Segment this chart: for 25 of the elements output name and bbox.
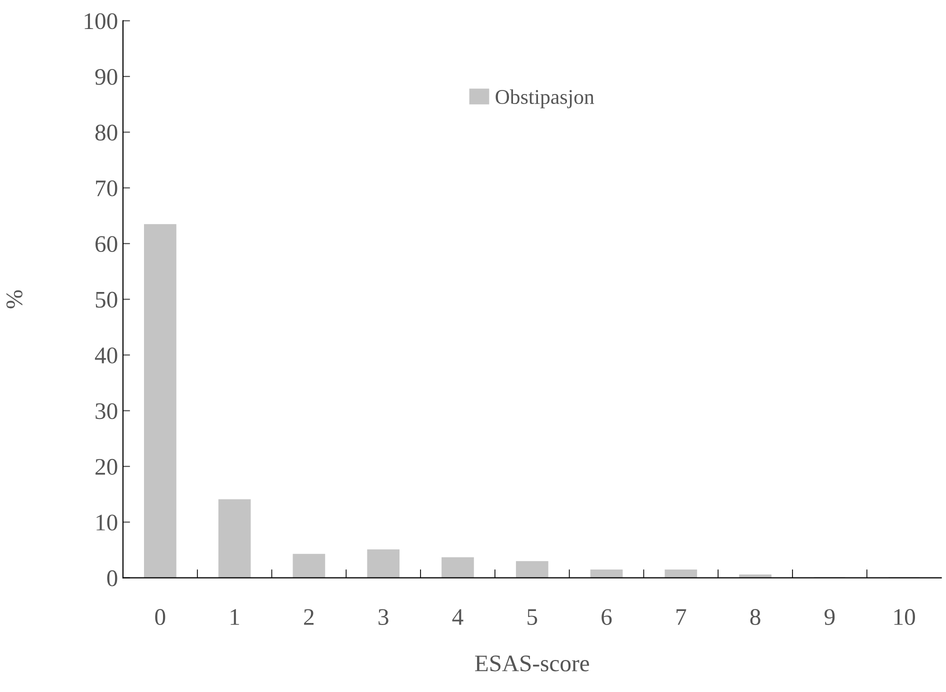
x-tick-label: 5: [528, 609, 538, 625]
y-tick-label: 0: [107, 570, 118, 586]
x-axis-title: ESAS-score: [475, 656, 590, 672]
x-tick-label: 10: [894, 609, 915, 625]
x-tick-label: 4: [452, 609, 464, 625]
y-tick-label: 20: [96, 458, 118, 475]
x-tick-label: 9: [824, 609, 835, 625]
y-tick-label: 80: [95, 124, 118, 141]
y-tick-label: 70: [96, 180, 118, 196]
x-tick-label: 0: [155, 609, 166, 625]
y-tick-label: 40: [94, 347, 118, 364]
y-tick-label: 10: [96, 514, 118, 531]
x-tick-label: 6: [602, 609, 612, 625]
y-tick-label: 50: [96, 292, 118, 308]
x-tick-label: 8: [750, 609, 760, 625]
y-tick-label: 100: [84, 13, 118, 30]
x-tick-label: 1: [230, 609, 240, 625]
legend-label: Obstipasjon: [496, 89, 594, 108]
y-tick-label: 90: [95, 68, 118, 85]
x-tick-label: 3: [378, 609, 388, 625]
x-tick-label: 7: [676, 609, 686, 625]
x-tick-label: 2: [304, 609, 314, 625]
y-tick-label: 30: [96, 403, 118, 420]
y-axis-title: %: [6, 290, 22, 308]
y-tick-label: 60: [96, 236, 118, 252]
